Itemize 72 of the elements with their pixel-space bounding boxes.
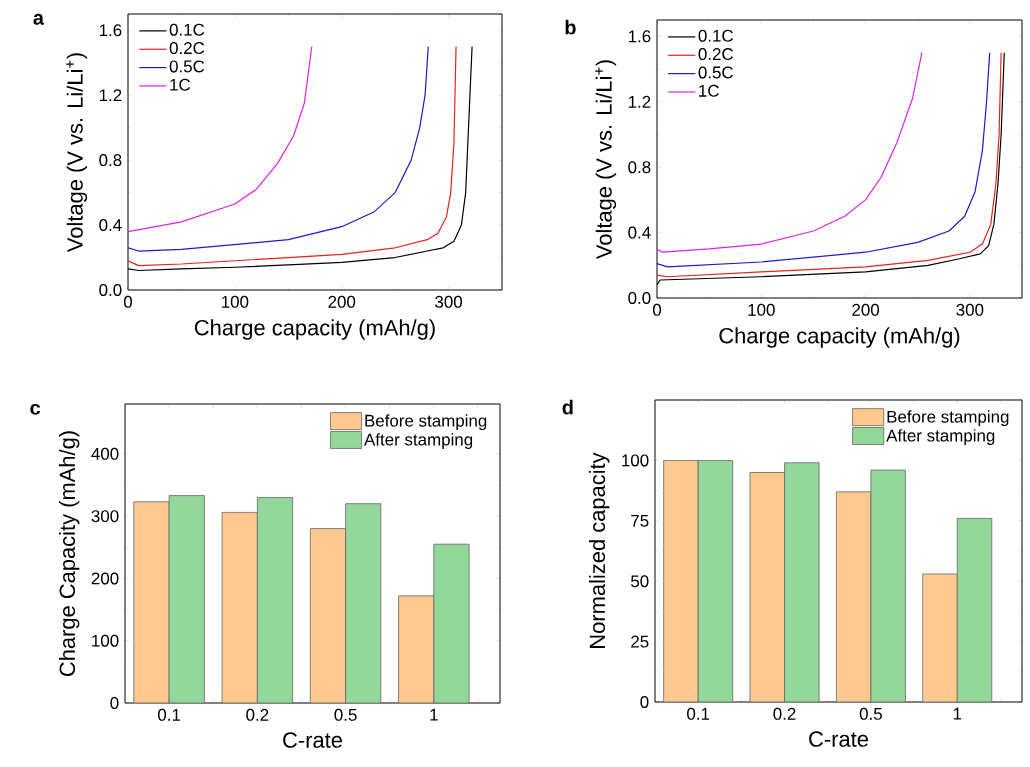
y-axis-title: Voltage (V vs. Li/Li$^{+}$) <box>595 60 617 260</box>
legend-label: Before stamping <box>887 410 1009 427</box>
x-tick-label: 100 <box>222 295 249 308</box>
legend-label: 0.5C <box>698 66 734 79</box>
x-axis-title: C-rate <box>283 732 342 748</box>
chart-title: b <box>565 19 576 35</box>
x-tick-label: 0.5 <box>859 707 882 720</box>
y-tick-label: 200 <box>91 572 119 585</box>
y-tick-label: 400 <box>91 447 119 460</box>
bar <box>222 512 258 704</box>
x-axis-title: Charge capacity (mAh/g) <box>719 327 960 348</box>
bar <box>697 460 734 703</box>
x-tick-label: 200 <box>328 295 356 308</box>
y-tick-label: 300 <box>91 510 119 523</box>
y-tick-label: 1.2 <box>628 95 651 108</box>
x-tick-label: 1 <box>430 708 438 721</box>
x-axis-title: Charge capacity (mAh/g) <box>194 319 435 340</box>
x-tick-label: 0.2 <box>773 707 796 720</box>
y-tick-label: 0.0 <box>99 284 122 297</box>
bar <box>956 517 993 703</box>
bar <box>257 497 293 704</box>
y-tick-label: 0.0 <box>628 292 651 305</box>
y-tick-label: 1.6 <box>628 30 651 43</box>
legend-label: 0.2C <box>169 42 205 55</box>
chart-title: a <box>33 13 45 25</box>
x-tick-label: 200 <box>852 303 880 316</box>
x-tick-label: 0.1 <box>158 708 181 721</box>
x-tick-label: 1 <box>953 707 962 720</box>
legend-label: After stamping <box>886 429 995 445</box>
y-tick-label: 0.4 <box>628 226 651 239</box>
y-tick-label: 75 <box>631 514 649 527</box>
x-tick-label: 0 <box>652 303 662 316</box>
y-tick-label: 0 <box>640 696 649 709</box>
bar <box>133 501 170 704</box>
chart-title: c <box>30 403 41 415</box>
x-axis-title: C-rate <box>809 731 868 747</box>
y-tick-label: 50 <box>631 575 649 588</box>
y-tick-label: 0.8 <box>628 161 651 174</box>
legend-label: 0.1C <box>698 29 734 42</box>
y-axis-title: Voltage (V vs. Li/Li$^{+}$) <box>66 53 88 253</box>
bar <box>784 462 820 703</box>
y-axis-title: Charge Capacity (mAh/g) <box>58 431 80 677</box>
y-tick-label: 0 <box>110 697 119 710</box>
x-tick-label: 300 <box>956 303 984 316</box>
legend-label: 0.2C <box>698 48 734 61</box>
x-tick-label: 300 <box>435 295 463 308</box>
bar <box>169 495 205 704</box>
x-tick-label: 0.1 <box>687 707 710 720</box>
bar <box>345 503 381 704</box>
legend-label: 1C <box>699 84 719 97</box>
x-tick-label: 0 <box>123 295 133 308</box>
bar <box>433 543 470 704</box>
x-tick-label: 0.2 <box>246 708 269 721</box>
chart-title: d <box>562 399 573 415</box>
legend-label: Before stamping <box>365 414 487 431</box>
legend-label: After stamping <box>364 433 473 449</box>
y-tick-label: 100 <box>92 634 119 647</box>
legend-label: 0.1C <box>169 23 205 36</box>
y-axis-title: Normalized capacity <box>588 452 610 648</box>
y-tick-label: 1.6 <box>99 24 122 37</box>
x-tick-label: 0.5 <box>334 708 357 721</box>
x-tick-label: 100 <box>748 303 775 316</box>
y-tick-label: 0.4 <box>99 219 122 232</box>
y-tick-label: 25 <box>631 635 649 648</box>
bar <box>398 595 435 704</box>
y-tick-label: 100 <box>622 454 649 467</box>
legend-label: 0.5C <box>169 60 205 73</box>
bar <box>310 528 346 704</box>
y-tick-label: 1.2 <box>99 89 122 102</box>
bar <box>870 469 906 703</box>
y-tick-label: 0.8 <box>99 154 122 167</box>
legend-label: 1C <box>170 78 191 91</box>
